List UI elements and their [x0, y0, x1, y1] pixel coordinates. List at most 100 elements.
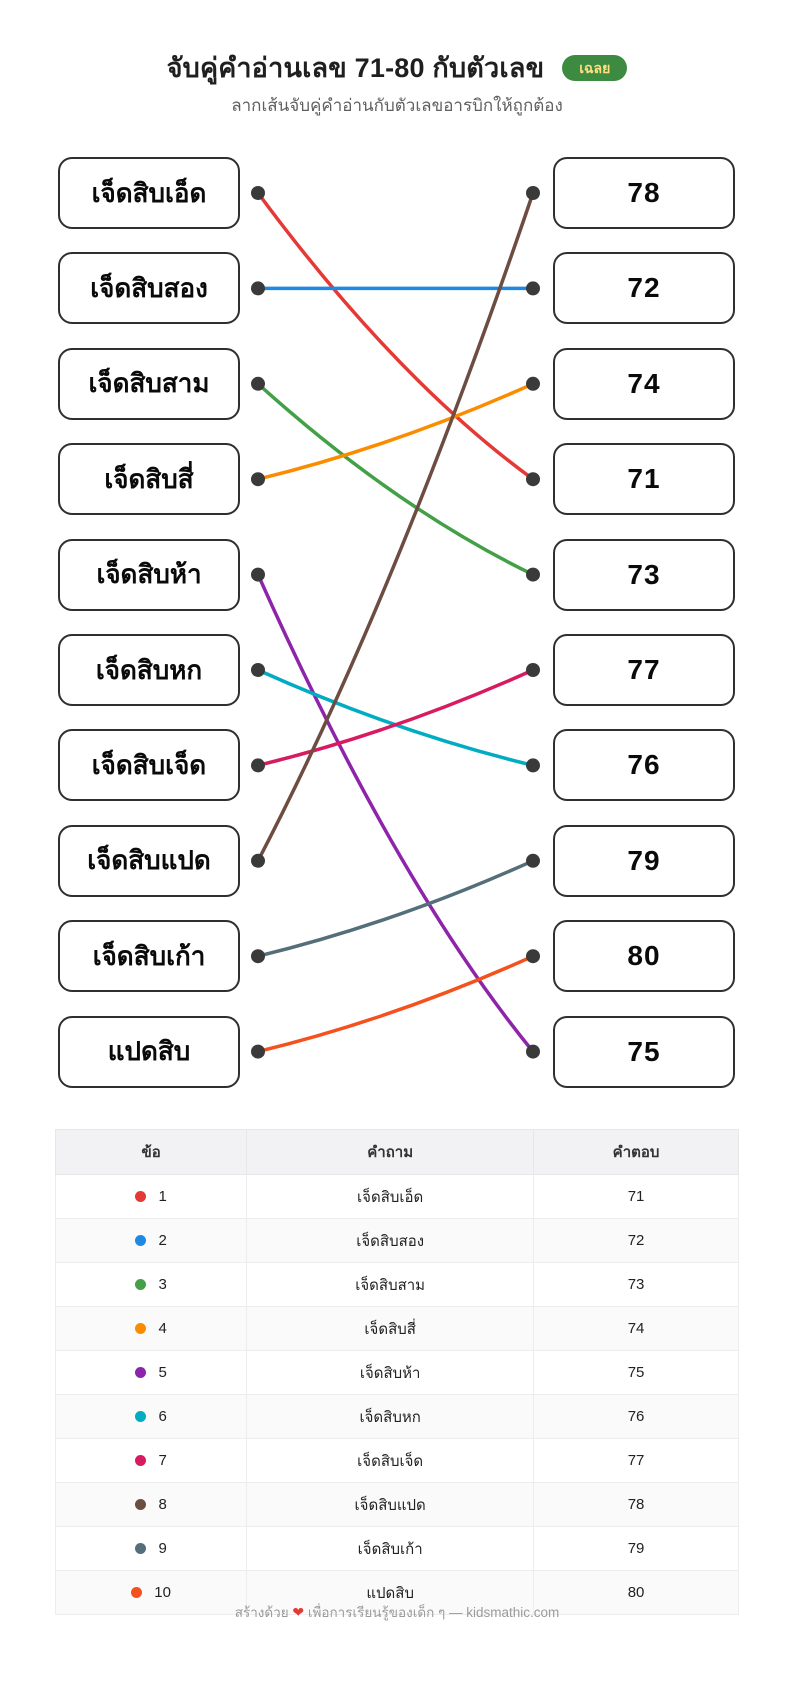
- left-item-box[interactable]: เจ็ดสิบเจ็ด: [58, 729, 240, 802]
- row-color-dot: [135, 1323, 147, 1334]
- row-answer: 71: [533, 1174, 739, 1219]
- footer-text-after: เพื่อการเรียนรู้ของเด็ก ๆ — kidsmathic.c…: [307, 1605, 560, 1620]
- answer-table-header: ข้อ คำถาม คำตอบ: [54, 1129, 739, 1175]
- table-row: 7 เจ็ดสิบเจ็ด 77: [54, 1438, 739, 1483]
- footer-credit: สร้างด้วย ❤ เพื่อการเรียนรู้ของเด็ก ๆ — …: [0, 1601, 794, 1623]
- connector-line: [256, 859, 535, 958]
- row-answer: 76: [533, 1394, 739, 1439]
- row-question: แปดสิบ: [246, 1570, 535, 1615]
- left-item-box[interactable]: เจ็ดสิบสี่: [58, 443, 240, 516]
- left-endpoint-dot[interactable]: [251, 376, 265, 391]
- left-item-box[interactable]: เจ็ดสิบเก้า: [58, 920, 240, 993]
- left-item-box[interactable]: เจ็ดสิบสอง: [58, 252, 240, 325]
- right-item-box[interactable]: 71: [553, 443, 735, 516]
- right-endpoint-dot[interactable]: [526, 758, 540, 773]
- right-endpoint-dot[interactable]: [526, 949, 540, 964]
- right-item-box[interactable]: 73: [553, 538, 735, 611]
- right-item-box[interactable]: 76: [553, 729, 735, 802]
- left-item-box[interactable]: เจ็ดสิบแปด: [58, 824, 240, 897]
- row-answer: 72: [533, 1218, 739, 1263]
- connector-line: [256, 382, 535, 577]
- left-endpoint-dot[interactable]: [251, 281, 265, 296]
- left-item-box[interactable]: เจ็ดสิบเอ็ด: [58, 157, 240, 229]
- connector-line: [256, 382, 535, 481]
- table-row: 1 เจ็ดสิบเอ็ด 71: [54, 1174, 739, 1219]
- row-answer: 77: [533, 1438, 739, 1483]
- row-question: เจ็ดสิบหก: [246, 1394, 535, 1439]
- page-title: จับคู่คำอ่านเลข 71-80 กับตัวเลข: [166, 53, 545, 83]
- left-endpoint-dot[interactable]: [251, 186, 265, 200]
- right-item-box[interactable]: 75: [553, 1015, 735, 1088]
- left-item-box[interactable]: เจ็ดสิบห้า: [58, 538, 240, 611]
- footer-text-before: สร้างด้วย: [234, 1605, 289, 1620]
- connector-line: [256, 191, 535, 863]
- right-item-box[interactable]: 79: [553, 824, 735, 897]
- right-endpoint-dot[interactable]: [526, 376, 540, 391]
- right-endpoint-dot[interactable]: [526, 281, 540, 296]
- left-endpoint-dot[interactable]: [251, 1044, 265, 1059]
- left-endpoint-dot[interactable]: [251, 853, 265, 868]
- row-answer: 78: [533, 1482, 739, 1527]
- col-header-question: คำถาม: [246, 1129, 535, 1175]
- table-row: 6 เจ็ดสิบหก 76: [54, 1394, 739, 1439]
- left-endpoint-dot[interactable]: [251, 758, 265, 773]
- row-number: 2: [158, 1232, 167, 1249]
- connector-line: [256, 191, 535, 481]
- connector-line: [256, 572, 535, 1054]
- right-endpoint-dot[interactable]: [526, 663, 540, 677]
- table-row: 9 เจ็ดสิบเก้า 79: [54, 1526, 739, 1571]
- table-row: 5 เจ็ดสิบห้า 75: [54, 1350, 739, 1395]
- left-item-box[interactable]: เจ็ดสิบหก: [58, 634, 240, 706]
- left-endpoint-dot[interactable]: [251, 472, 265, 487]
- row-answer: 80: [533, 1570, 739, 1615]
- row-color-dot: [135, 1367, 147, 1378]
- answer-key-badge[interactable]: เฉลย: [562, 54, 628, 81]
- col-header-number: ข้อ: [54, 1129, 248, 1175]
- left-endpoint-dot[interactable]: [251, 663, 265, 677]
- col-header-answer: คำตอบ: [533, 1129, 739, 1175]
- row-question: เจ็ดสิบสาม: [246, 1262, 535, 1307]
- row-number: 9: [158, 1540, 167, 1557]
- right-endpoint-dot[interactable]: [526, 472, 540, 487]
- row-question: เจ็ดสิบห้า: [246, 1350, 535, 1395]
- left-endpoint-dot[interactable]: [251, 567, 265, 582]
- row-question: เจ็ดสิบสอง: [246, 1218, 535, 1263]
- row-color-dot: [135, 1235, 147, 1246]
- right-endpoint-dot[interactable]: [526, 567, 540, 582]
- left-item-box[interactable]: เจ็ดสิบสาม: [58, 347, 240, 420]
- left-endpoint-dot[interactable]: [251, 949, 265, 964]
- row-question: เจ็ดสิบเก้า: [246, 1526, 535, 1571]
- right-endpoint-dot[interactable]: [526, 1044, 540, 1059]
- header: จับคู่คำอ่านเลข 71-80 กับตัวเลข เฉลย: [0, 46, 794, 89]
- connector-line: [256, 668, 535, 768]
- right-endpoint-dot[interactable]: [526, 186, 540, 200]
- row-number: 10: [154, 1584, 171, 1601]
- row-color-dot: [131, 1587, 143, 1598]
- table-row: 4 เจ็ดสิบสี่ 74: [54, 1306, 739, 1351]
- row-color-dot: [135, 1191, 147, 1202]
- right-item-box[interactable]: 77: [553, 634, 735, 706]
- row-color-dot: [135, 1279, 147, 1290]
- connector-line: [256, 668, 535, 768]
- right-endpoint-dot[interactable]: [526, 853, 540, 868]
- right-item-box[interactable]: 74: [553, 347, 735, 420]
- row-color-dot: [135, 1543, 147, 1554]
- row-number: 1: [158, 1188, 167, 1205]
- row-number: 6: [158, 1408, 167, 1425]
- left-item-box[interactable]: แปดสิบ: [58, 1015, 240, 1088]
- row-number: 7: [158, 1452, 167, 1469]
- row-number: 4: [158, 1320, 167, 1337]
- matching-exercise: เจ็ดสิบเอ็ดเจ็ดสิบสองเจ็ดสิบสามเจ็ดสิบสี…: [58, 157, 735, 1088]
- right-item-box[interactable]: 78: [553, 157, 735, 229]
- table-row: 8 เจ็ดสิบแปด 78: [54, 1482, 739, 1527]
- row-color-dot: [135, 1411, 147, 1422]
- row-number: 3: [158, 1276, 167, 1293]
- row-question: เจ็ดสิบเอ็ด: [246, 1174, 535, 1219]
- table-row: 3 เจ็ดสิบสาม 73: [54, 1262, 739, 1307]
- right-item-box[interactable]: 80: [553, 920, 735, 993]
- row-answer: 74: [533, 1306, 739, 1351]
- heart-icon: ❤: [292, 1604, 305, 1620]
- right-item-box[interactable]: 72: [553, 252, 735, 325]
- row-number: 5: [158, 1364, 167, 1381]
